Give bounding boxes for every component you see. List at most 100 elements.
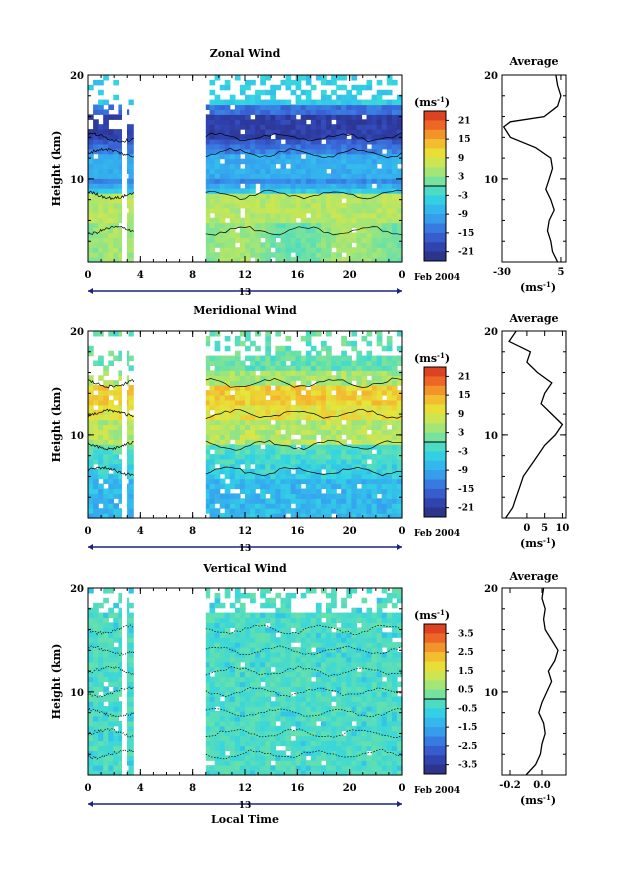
heatmap-cell xyxy=(381,375,388,381)
heatmap-cell xyxy=(361,124,368,130)
heatmap-cell xyxy=(381,444,388,450)
heatmap-cell xyxy=(113,493,119,499)
heatmap-cell xyxy=(391,222,398,229)
heatmap-cell xyxy=(371,202,378,209)
heatmap-cell xyxy=(371,212,378,219)
heatmap-cell xyxy=(270,168,276,174)
heatmap-cell xyxy=(351,134,358,140)
heatmap-cell xyxy=(270,227,276,234)
heatmap-cell xyxy=(214,429,221,435)
heatmap-cell xyxy=(275,202,282,209)
heatmap-cell xyxy=(336,109,342,115)
heatmap-cell xyxy=(305,725,312,732)
heatmap-cell xyxy=(93,671,99,678)
heatmap-cell xyxy=(290,745,297,751)
heatmap-cell xyxy=(255,725,261,732)
heatmap-cell xyxy=(239,696,246,702)
heatmap-cell xyxy=(214,188,221,194)
heatmap-cell xyxy=(381,414,388,421)
heatmap-cell xyxy=(128,622,135,628)
heatmap-cell xyxy=(93,483,99,490)
heatmap-cell xyxy=(98,602,104,609)
heatmap-cell xyxy=(280,104,287,110)
heatmap-cell xyxy=(326,114,332,120)
colorbar-band xyxy=(424,195,446,206)
heatmap-cell xyxy=(204,429,211,435)
heatmap-cell xyxy=(245,706,251,712)
heatmap-cell xyxy=(255,735,261,742)
heatmap-cell xyxy=(118,755,125,761)
heatmap-cell xyxy=(305,89,312,96)
heatmap-cell xyxy=(341,104,347,110)
heatmap-cell xyxy=(326,370,332,376)
heatmap-cell xyxy=(108,622,114,628)
heatmap-cell xyxy=(118,488,125,494)
heatmap-cell xyxy=(260,503,266,509)
heatmap-cell xyxy=(326,119,332,125)
heatmap-cell xyxy=(356,375,363,381)
colorbar-band xyxy=(424,157,446,168)
heatmap-cell xyxy=(386,399,393,406)
heatmap-cell xyxy=(300,143,307,150)
heatmap-cell xyxy=(285,168,292,174)
heatmap-cell xyxy=(234,143,241,150)
heatmap-cell xyxy=(255,478,261,485)
heatmap-cell xyxy=(356,163,363,170)
heatmap-cell xyxy=(265,252,271,258)
heatmap-cell xyxy=(270,390,276,396)
heatmap-cell xyxy=(108,706,114,712)
heatmap-cell xyxy=(113,508,119,514)
heatmap-cell xyxy=(88,488,94,494)
contour-line xyxy=(205,147,403,159)
heatmap-cell xyxy=(290,365,297,371)
heatmap-cell xyxy=(331,434,337,440)
heatmap-cell xyxy=(346,429,352,435)
heatmap-cell xyxy=(396,331,403,337)
heatmap-cell xyxy=(315,202,322,209)
heatmap-cell xyxy=(381,193,388,199)
heatmap-cell xyxy=(209,498,216,504)
heatmap-cell xyxy=(93,212,99,219)
heatmap-cell xyxy=(265,365,271,371)
heatmap-cell xyxy=(285,691,292,697)
heatmap-cell xyxy=(103,212,109,219)
heatmap-cell xyxy=(341,711,347,717)
heatmap-cell xyxy=(275,607,282,614)
heatmap-cell xyxy=(351,360,358,366)
heatmap-cell xyxy=(250,671,256,678)
heatmap-cell xyxy=(305,360,312,366)
heatmap-cell xyxy=(331,143,337,150)
heatmap-cell xyxy=(113,637,119,643)
heatmap-cell xyxy=(381,188,388,194)
heatmap-cell xyxy=(93,419,99,426)
heatmap-cell xyxy=(260,468,266,475)
heatmap-cell xyxy=(265,247,271,253)
heatmap-cell xyxy=(356,370,363,376)
heatmap-cell xyxy=(290,498,297,504)
heatmap-cell xyxy=(376,429,383,435)
heatmap-cell xyxy=(118,399,125,406)
heatmap-cell xyxy=(361,711,368,717)
heatmap-cell xyxy=(265,350,271,357)
heatmap-cell xyxy=(315,424,322,430)
heatmap-cell xyxy=(376,730,383,737)
heatmap-cell xyxy=(310,198,317,204)
heatmap-cell xyxy=(381,232,388,238)
heatmap-cell xyxy=(214,592,221,599)
heatmap-cell xyxy=(255,94,261,101)
heatmap-cell xyxy=(209,129,216,135)
heatmap-cell xyxy=(331,770,337,776)
heatmap-cell xyxy=(341,143,347,150)
heatmap-cell xyxy=(270,770,276,776)
heatmap-cell xyxy=(265,454,271,460)
heatmap-cell xyxy=(346,478,352,485)
heatmap-cell xyxy=(239,691,246,697)
heatmap-cell xyxy=(351,681,358,687)
heatmap-cell xyxy=(108,493,114,499)
heatmap-cell xyxy=(260,404,266,411)
avg-units-close: ) xyxy=(551,281,556,294)
heatmap-cell xyxy=(118,473,125,480)
heatmap-cell xyxy=(366,463,373,470)
heatmap-cell xyxy=(265,414,271,421)
heatmap-cell xyxy=(234,696,241,702)
